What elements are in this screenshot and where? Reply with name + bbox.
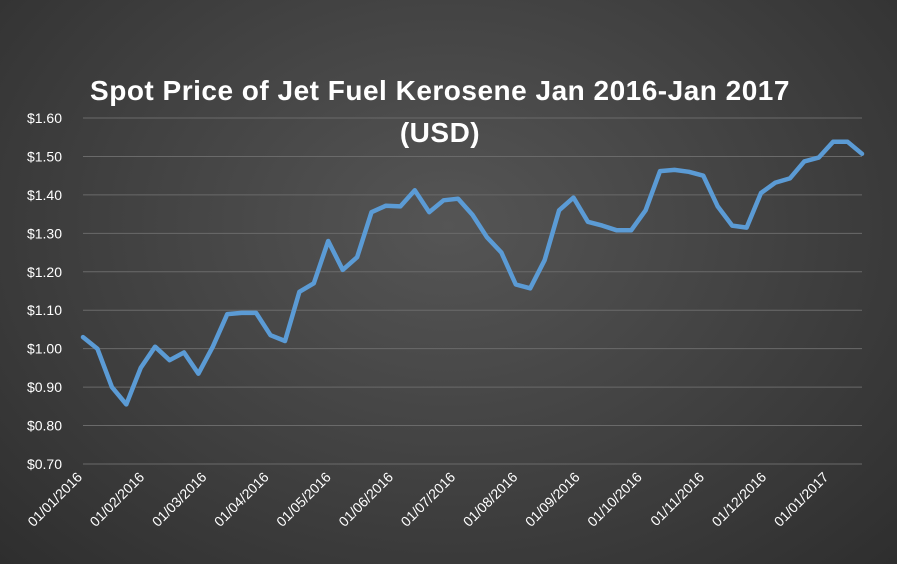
y-tick-label: $0.80 (27, 418, 62, 434)
x-tick-label: 01/07/2016 (397, 469, 458, 530)
x-axis-tick-labels: 01/01/2016 01/02/2016 01/03/2016 01/04/2016… (24, 469, 831, 530)
y-tick-label: $1.10 (27, 302, 62, 318)
x-tick-label: 01/09/2016 (522, 469, 583, 530)
x-tick-label: 01/11/2016 (647, 469, 707, 529)
x-tick-label: 01/02/2016 (86, 469, 147, 530)
x-tick-label: 01/12/2016 (708, 469, 769, 530)
series-group (80, 139, 865, 407)
x-tick-label: 01/04/2016 (211, 469, 272, 530)
x-tick-label: 01/10/2016 (584, 469, 645, 530)
y-tick-label: $0.90 (27, 379, 62, 395)
gridlines (83, 117, 862, 465)
x-tick-label: 01/08/2016 (460, 469, 521, 530)
y-tick-label: $1.20 (27, 264, 62, 280)
y-tick-label: $1.30 (27, 225, 62, 241)
series-line (80, 139, 865, 407)
y-tick-label: $0.70 (27, 456, 62, 472)
x-tick-label: 01/01/2016 (24, 469, 85, 530)
y-tick-label: $1.60 (27, 110, 62, 126)
chart-title: Spot Price of Jet Fuel Kerosene Jan 2016… (90, 75, 790, 148)
y-tick-label: $1.40 (27, 187, 62, 203)
x-tick-label: 01/03/2016 (149, 469, 210, 530)
x-tick-label: 01/01/2017 (771, 469, 832, 530)
x-tick-label: 01/06/2016 (335, 469, 396, 530)
y-tick-label: $1.00 (27, 341, 62, 357)
y-axis-tick-labels: $0.70 $0.80 $0.90 $1.00 $1.10 $1.20 $1.30 $1.40… (27, 110, 62, 472)
x-tick-label: 01/05/2016 (273, 469, 334, 530)
y-tick-label: $1.50 (27, 148, 62, 164)
